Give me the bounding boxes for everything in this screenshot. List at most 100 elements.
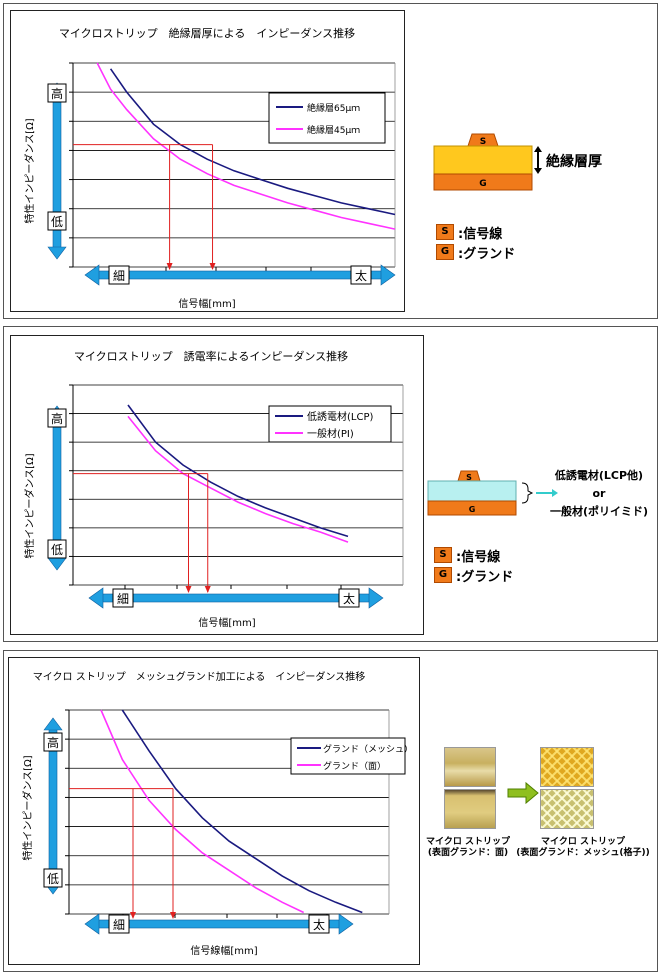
low-label-box <box>43 868 63 888</box>
photo-mesh-bottom <box>540 789 594 829</box>
material-options: 低誘電材(LCP他) or 一般材(ポリイミド) <box>538 467 660 521</box>
chart-3: マイクロ ストリップ メッシュグランド加工による インピーダンス推移 高低細太 … <box>21 670 413 957</box>
thin-label: 細 <box>113 918 125 932</box>
thick-label: 太 <box>313 917 325 932</box>
s-key-text: :信号線 <box>456 549 501 565</box>
legend-label-2: グランド（面） <box>323 760 386 772</box>
ground-plane <box>427 500 517 516</box>
x-axis-label: 信号幅[mm] <box>198 616 255 629</box>
panel-dielectric: マイクロストリップ 誘電率によるインピーダンス推移 高低細 太 低誘電材(LCP)… <box>3 326 658 642</box>
caption-mesh: マイクロ ストリップ (表面グランド：メッシュ(格子)) <box>510 837 656 859</box>
x-scale-arrow-shaft <box>96 270 384 280</box>
x-axis-label: 信号線幅[mm] <box>190 944 257 957</box>
thick-label: 太 <box>343 591 355 606</box>
y-axis-label: 特性インピーダンス[Ω] <box>23 453 36 558</box>
panel-insulation-thickness: マイクロストリップ 絶縁層厚による インピーダンス推移 高低細 太 絶縁層65μｍ… <box>3 3 658 319</box>
caption-mesh-line2: (表面グランド：メッシュ(格子)) <box>516 848 650 858</box>
reference-arrowhead-2 <box>170 912 176 919</box>
thin-label-box <box>108 914 130 934</box>
caption-solid-line1: マイクロ ストリップ <box>426 837 510 847</box>
legend-label-2: 絶縁層45μｍ <box>307 124 360 136</box>
panel-mesh-ground: マイクロ ストリップ メッシュグランド加工による インピーダンス推移 高低細太 … <box>3 650 658 972</box>
thickness-label: 絶縁層厚 <box>546 153 602 170</box>
low-label: 低 <box>51 543 63 557</box>
thickness-arrow-bottom <box>534 168 542 174</box>
reference-arrowhead-2 <box>209 263 216 270</box>
thin-label: 細 <box>117 592 129 606</box>
chart-1: マイクロストリップ 絶縁層厚による インピーダンス推移 高低細 太 絶縁層65μｍ… <box>23 26 396 310</box>
thin-label-box <box>108 265 130 285</box>
x-scale-arrow-shaft <box>96 919 342 929</box>
y-axis-label: 特性インピーダンス[Ω] <box>21 755 34 860</box>
caption-solid-line2: (表面グランド：面) <box>427 848 509 858</box>
low-label-box <box>47 539 67 559</box>
y-scale-arrow-up <box>43 717 63 731</box>
y-scale-arrow-down <box>47 246 67 260</box>
chart-box-1: マイクロストリップ 絶縁層厚による インピーダンス推移 高低細 太 絶縁層65μｍ… <box>10 10 405 312</box>
reference-arrowhead-1 <box>130 912 136 919</box>
high-label: 高 <box>47 735 59 750</box>
g-badge: G <box>436 244 454 260</box>
legend-box <box>268 92 386 144</box>
thick-label-box <box>308 914 330 934</box>
legend-label-1: グランド（メッシュ） <box>323 743 413 755</box>
x-scale-arrow-left <box>88 587 104 609</box>
x-scale-arrow-left <box>84 264 100 286</box>
chart-2: マイクロストリップ 誘電率によるインピーダンス推移 高低細 太 低誘電材(LCP)… <box>23 349 404 629</box>
x-scale-arrow-right <box>338 913 354 935</box>
x-scale-arrow-right <box>380 264 396 286</box>
g-badge: G <box>434 567 452 583</box>
chart-box-3: マイクロ ストリップ メッシュグランド加工による インピーダンス推移 高低細太 … <box>8 657 420 965</box>
high-label-box <box>47 83 67 103</box>
signal-label: S <box>466 473 472 482</box>
high-label-box <box>43 732 63 752</box>
chart-title: マイクロストリップ 誘電率によるインピーダンス推移 <box>74 349 348 363</box>
high-label-box <box>47 408 67 428</box>
series-line-1 <box>109 68 396 216</box>
photo-mesh-top <box>540 747 594 787</box>
series-line-2 <box>96 62 396 230</box>
y-axis-label: 特性インピーダンス[Ω] <box>23 118 36 223</box>
insulation-layer <box>433 145 533 175</box>
series-line-2 <box>100 709 305 914</box>
x-scale-arrow-right <box>368 587 384 609</box>
reference-arrowhead-1 <box>166 263 173 270</box>
chart-box-2: マイクロストリップ 誘電率によるインピーダンス推移 高低細 太 低誘電材(LCP)… <box>10 335 424 635</box>
series-line-2 <box>127 415 349 543</box>
ground-plane <box>433 173 533 191</box>
option-or: or <box>592 487 606 500</box>
legend-box <box>268 405 392 443</box>
transform-arrow <box>507 781 539 805</box>
s-badge: S <box>434 547 452 563</box>
reference-arrowhead-1 <box>185 586 192 593</box>
chart-title: マイクロストリップ 絶縁層厚による インピーダンス推移 <box>59 26 355 40</box>
option-pi: 一般材(ポリイミド) <box>549 505 649 518</box>
brace <box>521 482 534 504</box>
reference-arrowhead-2 <box>204 586 211 593</box>
thick-label-box <box>338 588 360 608</box>
high-label: 高 <box>51 411 63 426</box>
series-line-1 <box>127 404 349 538</box>
s-key-text: :信号線 <box>458 226 503 242</box>
y-scale-arrow-shaft <box>52 415 62 561</box>
ground-label: G <box>479 179 486 189</box>
thick-label-box <box>350 265 372 285</box>
low-label: 低 <box>47 872 59 886</box>
legend-box <box>290 737 406 775</box>
caption-mesh-line1: マイクロ ストリップ <box>541 837 625 847</box>
ground-label: G <box>469 505 476 514</box>
chart-title: マイクロ ストリップ メッシュグランド加工による インピーダンス推移 <box>33 670 365 683</box>
legend-key-1: S:信号線 G:グランド <box>436 222 515 262</box>
legend-key-2: S:信号線 G:グランド <box>434 545 513 585</box>
legend-label-1: 絶縁層65μｍ <box>307 102 360 114</box>
caption-solid: マイクロ ストリップ (表面グランド：面) <box>418 837 518 859</box>
signal-label: S <box>480 137 486 147</box>
x-scale-arrow-shaft <box>100 593 372 603</box>
dielectric-layer <box>427 480 517 502</box>
stackup-diagram-1: S G 絶縁層厚 <box>433 133 602 191</box>
series-line-1 <box>121 709 363 914</box>
legend-label-2: 一般材(PI) <box>307 427 354 440</box>
x-scale-arrow-left <box>84 913 100 935</box>
stackup-diagram-2: S G <box>427 470 558 516</box>
g-key-text: :グランド <box>458 246 516 262</box>
